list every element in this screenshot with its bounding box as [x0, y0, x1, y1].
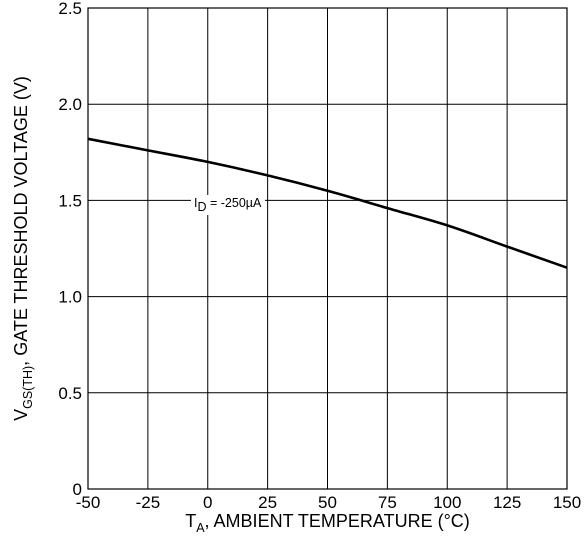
- y-axis-label-subscript: GS(TH): [21, 366, 35, 409]
- y-tick-label: 0: [73, 480, 82, 499]
- y-axis-label: VGS(TH), GATE THRESHOLD VOLTAGE (V): [11, 76, 35, 421]
- annotation-label: ID = -250µA: [194, 196, 262, 214]
- x-axis-label: TA, AMBIENT TEMPERATURE (°C): [185, 511, 470, 535]
- y-axis-label-main: V: [11, 409, 31, 421]
- y-tick-label: 0.5: [58, 384, 82, 403]
- annotation-subscript: D: [197, 200, 206, 214]
- x-tick-label: 25: [258, 493, 277, 512]
- annotation-main: I: [194, 196, 197, 210]
- x-tick-label: 0: [203, 493, 212, 512]
- series-layer: [87, 137, 568, 269]
- y-tick-label: 1.0: [58, 288, 82, 307]
- x-tick-label: -25: [136, 493, 161, 512]
- x-tick-label: 50: [318, 493, 337, 512]
- y-axis-label-rest: , GATE THRESHOLD VOLTAGE (V): [11, 76, 31, 366]
- y-tick-label: 2.0: [58, 95, 82, 114]
- series-line: [87, 137, 568, 269]
- x-tick-label: -50: [76, 493, 101, 512]
- x-tick-label: 100: [433, 493, 461, 512]
- x-tick-label: 75: [378, 493, 397, 512]
- x-axis-label-rest: , AMBIENT TEMPERATURE (°C): [205, 511, 470, 531]
- grid: [87, 7, 568, 490]
- y-tick-label: 1.5: [58, 191, 82, 210]
- x-tick-label: 150: [553, 493, 581, 512]
- x-axis-label-main: T: [185, 511, 196, 531]
- plot-frame: [87, 7, 568, 490]
- x-tick-label: 125: [493, 493, 521, 512]
- y-tick-label: 2.5: [58, 0, 82, 18]
- x-tick-labels: -50 -25 0 25 50 75 100 125 150: [76, 493, 581, 512]
- annotation-background: [191, 195, 265, 215]
- y-tick-labels: 0 0.5 1.0 1.5 2.0 2.5: [58, 0, 82, 499]
- annotation: ID = -250µA: [191, 195, 265, 215]
- annotation-rest: = -250µA: [207, 196, 262, 210]
- x-axis-label-subscript: A: [196, 521, 205, 535]
